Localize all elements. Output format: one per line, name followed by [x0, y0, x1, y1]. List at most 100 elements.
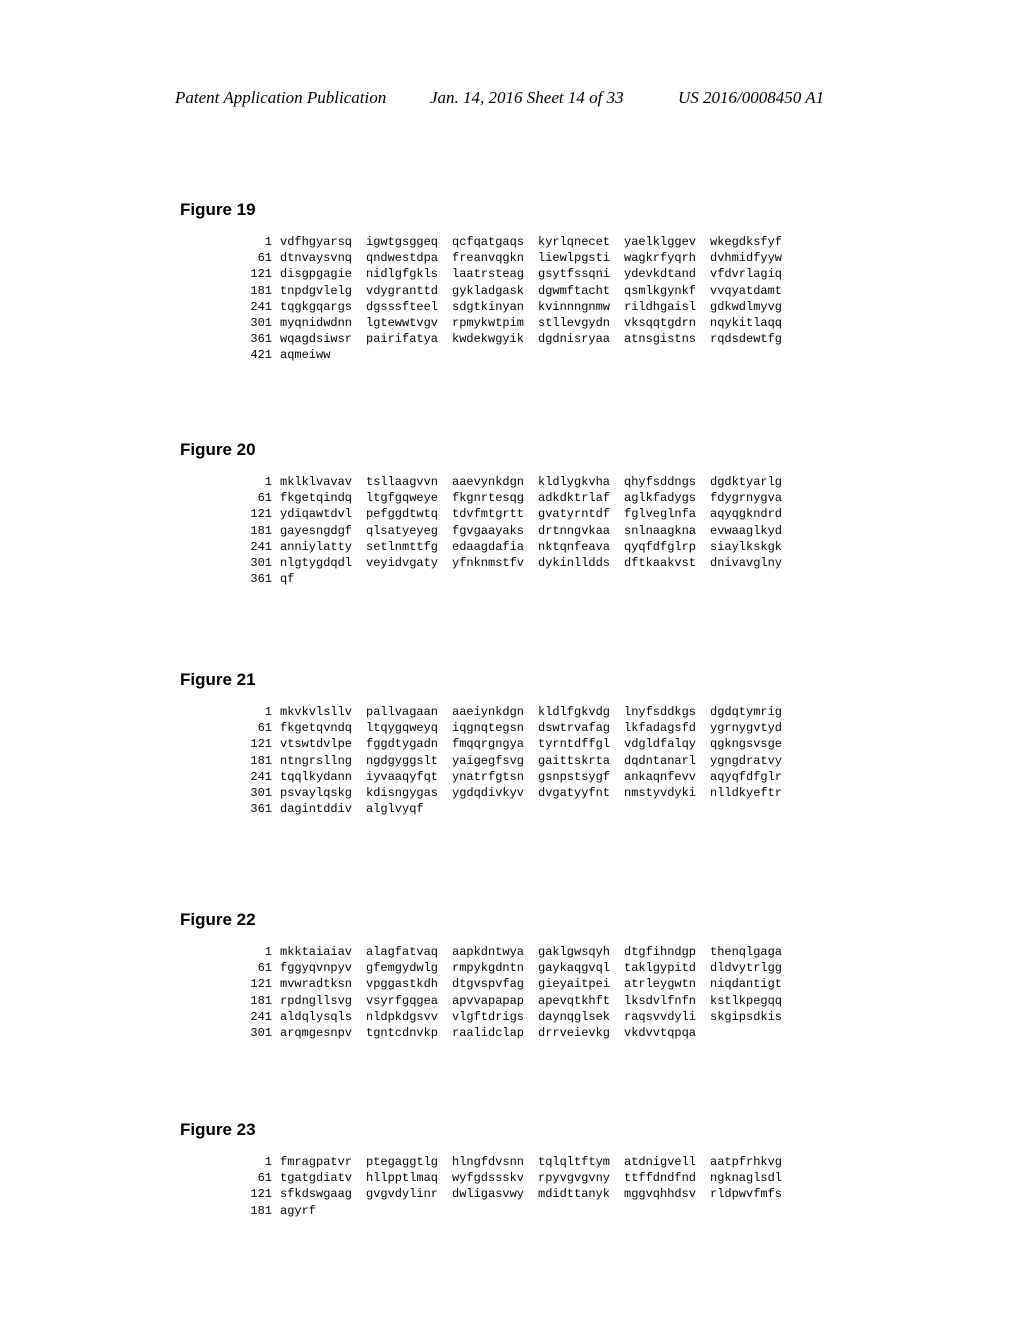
sequence-segment: aldqlysqls [280, 1009, 366, 1025]
sequence-segment: hlngfdvsnn [452, 1154, 538, 1170]
figure-title: Figure 21 [180, 670, 796, 690]
sequence-segment: gykladgask [452, 283, 538, 299]
sequence-position: 181 [238, 523, 272, 539]
sequence-segment: nidlgfgkls [366, 266, 452, 282]
sequence-line: 1mkvkvlsllvpallvagaanaaeiynkdgnkldlfgkvd… [238, 704, 796, 720]
sequence-segment: rldpwvfmfs [710, 1186, 796, 1202]
sequence-segment: dgdktyarlg [710, 474, 796, 490]
sequence-segment: atrleygwtn [624, 976, 710, 992]
sequence-segment: qhyfsddngs [624, 474, 710, 490]
sequence-segment: ngknaglsdl [710, 1170, 796, 1186]
sequence-segment: qgkngsvsge [710, 736, 796, 752]
sequence-segment: dgdqtymrig [710, 704, 796, 720]
sequence-segment: kyrlqnecet [538, 234, 624, 250]
sequence-segment: skgipsdkis [710, 1009, 796, 1025]
sequence-segment: tqqlkydann [280, 769, 366, 785]
figure-block: Figure 20 1mklklvavavtsllaagvvnaaevynkdgn… [180, 440, 796, 587]
sequence-segment: fdygrnygva [710, 490, 796, 506]
sequence-columns: sfkdswgaaggvgvdylinrdwligasvwymdidttanyk… [280, 1186, 796, 1202]
sequence-segment: dgsssfteel [366, 299, 452, 315]
sequence-position: 181 [238, 1203, 272, 1219]
sequence-segment: vksqqtgdrn [624, 315, 710, 331]
sequence-segment: ttffdndfnd [624, 1170, 710, 1186]
sequence-position: 61 [238, 1170, 272, 1186]
sequence-line: 61dtnvaysvnqqndwestdpafreanvqgknliewlpgs… [238, 250, 796, 266]
sequence-segment: mkvkvlsllv [280, 704, 366, 720]
sequence-line: 241anniylattysetlnmttfgedaagdafianktqnfe… [238, 539, 796, 555]
sequence-columns: tgatgdiatvhllpptlmaqwyfgdssskvrpyvgvgvny… [280, 1170, 796, 1186]
sequence-segment: tyrntdffgl [538, 736, 624, 752]
sequence-segment: edaagdafia [452, 539, 538, 555]
sequence-segment: ankaqnfevv [624, 769, 710, 785]
sequence-segment: psvaylqskg [280, 785, 366, 801]
sequence-segment: veyidvgaty [366, 555, 452, 571]
sequence-segment: mkktaiaiav [280, 944, 366, 960]
sequence-segment: dswtrvafag [538, 720, 624, 736]
sequence-columns: rpdngllsvgvsyrfgqgeaapvvapapapapevqtkhft… [280, 993, 796, 1009]
sequence-line: 421 aqmeiww [238, 347, 796, 363]
sequence-segment: fggdtygadn [366, 736, 452, 752]
sequence-segment: pallvagaan [366, 704, 452, 720]
sequence-line: 1vdfhgyarsqigwtgsggeqqcfqatgaqskyrlqnece… [238, 234, 796, 250]
sequence-segment: myqnidwdnn [280, 315, 366, 331]
sequence-segment: nlldkyeftr [710, 785, 796, 801]
sequence-line: 1fmragpatvrptegaggtlghlngfdvsnntqlqltfty… [238, 1154, 796, 1170]
sequence-line: 61fggyqvnpyvgfemgydwlgrmpykgdntngaykaqgv… [238, 960, 796, 976]
sequence-position: 121 [238, 736, 272, 752]
sequence-position: 421 [238, 347, 272, 363]
sequence-columns: gayesngdgfqlsatyeyegfgvgaayaksdrtnngvkaa… [280, 523, 796, 539]
sequence-segment: mggvqhhdsv [624, 1186, 710, 1202]
header-pub-number: US 2016/0008450 A1 [678, 88, 824, 108]
sequence-line: 61fkgetqindqltgfgqweyefkgnrtesqgadkdktrl… [238, 490, 796, 506]
sequence-line: 241tqgkgqargsdgsssfteelsdgtkinyankvinnng… [238, 299, 796, 315]
sequence-position: 181 [238, 283, 272, 299]
sequence-segment: iyvaaqyfqt [366, 769, 452, 785]
sequence-segment: qcfqatgaqs [452, 234, 538, 250]
sequence-block: 1mklklvavavtsllaagvvnaaevynkdgnkldlygkvh… [180, 474, 796, 587]
figure-title: Figure 19 [180, 200, 796, 220]
sequence-line: 361dagintddivalglvyqf [238, 801, 796, 817]
sequence-segment: anniylatty [280, 539, 366, 555]
sequence-segment: stllevgydn [538, 315, 624, 331]
sequence-segment: mdidttanyk [538, 1186, 624, 1202]
sequence-segment: dftkaakvst [624, 555, 710, 571]
sequence-line: 361qf [238, 571, 796, 587]
sequence-segment: aaeiynkdgn [452, 704, 538, 720]
sequence-segment: drtnngvkaa [538, 523, 624, 539]
sequence-line: 181rpdngllsvgvsyrfgqgeaapvvapapapapevqtk… [238, 993, 796, 1009]
sequence-segment: snlnaagkna [624, 523, 710, 539]
sequence-line: 301nlgtygdqdlveyidvgatyyfnknmstfvdykinll… [238, 555, 796, 571]
sequence-segment: fgvgaayaks [452, 523, 538, 539]
sequence-line: 1mkktaiaiavalagfatvaqaapkdntwyagaklgwsqy… [238, 944, 796, 960]
sequence-line: 121sfkdswgaaggvgvdylinrdwligasvwymdidtta… [238, 1186, 796, 1202]
sequence-block: 1mkvkvlsllvpallvagaanaaeiynkdgnkldlfgkvd… [180, 704, 796, 817]
sequence-segment: gfemgydwlg [366, 960, 452, 976]
figure-title: Figure 20 [180, 440, 796, 460]
sequence-segment: qndwestdpa [366, 250, 452, 266]
sequence-line: 301psvaylqskgkdisngygasygdqdivkyvdvgatyy… [238, 785, 796, 801]
sequence-segment: raalidclap [452, 1025, 538, 1041]
sequence-segment: kwdekwgyik [452, 331, 538, 347]
sequence-segment: aqmeiww [280, 347, 366, 363]
sequence-segment: lksdvlfnfn [624, 993, 710, 1009]
sequence-line: 121vtswtdvlpefggdtygadnfmqqrgngyatyrntdf… [238, 736, 796, 752]
sequence-columns: aldqlysqlsnldpkdgsvvvlgftdrigsdaynqglsek… [280, 1009, 796, 1025]
sequence-line: 181ntngrsllngngdgyggsltyaigegfsvggaittsk… [238, 753, 796, 769]
sequence-segment: daynqglsek [538, 1009, 624, 1025]
sequence-segment: fggyqvnpyv [280, 960, 366, 976]
sequence-segment: gdkwdlmyvg [710, 299, 796, 315]
sequence-columns: dtnvaysvnqqndwestdpafreanvqgknliewlpgsti… [280, 250, 796, 266]
sequence-position: 121 [238, 506, 272, 522]
sequence-block: 1vdfhgyarsqigwtgsggeqqcfqatgaqskyrlqnece… [180, 234, 796, 364]
sequence-columns: psvaylqskgkdisngygasygdqdivkyvdvgatyyfnt… [280, 785, 796, 801]
sequence-columns: fkgetqvndqltqygqweyqiqgnqtegsndswtrvafag… [280, 720, 796, 736]
sequence-columns: tqqlkydanniyvaaqyfqtynatrfgtsngsnpstsygf… [280, 769, 796, 785]
sequence-segment: ltqygqweyq [366, 720, 452, 736]
sequence-segment: dagintddiv [280, 801, 366, 817]
sequence-segment: tsllaagvvn [366, 474, 452, 490]
sequence-segment: qf [280, 571, 366, 587]
sequence-columns: ntngrsllngngdgyggsltyaigegfsvggaittskrta… [280, 753, 796, 769]
sequence-segment: aglkfadygs [624, 490, 710, 506]
sequence-segment: ngdgyggslt [366, 753, 452, 769]
sequence-segment: siaylkskgk [710, 539, 796, 555]
